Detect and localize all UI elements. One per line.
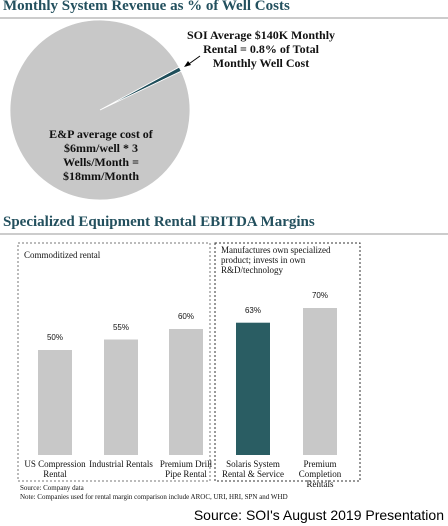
pie-slice bbox=[9, 19, 191, 201]
value-label: 50% bbox=[46, 333, 63, 342]
slice-annotation: E&P average cost of $6mm/well * 3 Wells/… bbox=[49, 127, 153, 183]
value-label: 70% bbox=[311, 291, 328, 300]
category-label: Solaris System Rental & Service bbox=[222, 459, 284, 479]
group-box bbox=[17, 242, 211, 482]
group-label: Manufactures own specialized product; in… bbox=[221, 245, 331, 275]
bar bbox=[236, 322, 270, 455]
category-label: US Compression Rental bbox=[24, 459, 86, 479]
value-label: 60% bbox=[177, 312, 194, 321]
bar bbox=[38, 350, 72, 455]
category-label: Industrial Rentals bbox=[89, 459, 153, 469]
group-box bbox=[214, 242, 361, 482]
value-label: 63% bbox=[244, 305, 261, 315]
chart-title: Monthly System Revenue as % of Well Cost… bbox=[3, 0, 290, 14]
bar bbox=[104, 339, 138, 455]
arrow-head bbox=[184, 61, 191, 67]
source: Source: SOI's August 2019 Presentation bbox=[193, 507, 444, 523]
chart-title: Specialized Equipment Rental EBITDA Marg… bbox=[3, 214, 315, 230]
category-label: Premium Completion Rentals bbox=[298, 459, 342, 489]
group-label: Commoditized rental bbox=[24, 250, 101, 260]
value-label: 55% bbox=[112, 322, 129, 332]
footnote: Source: Company data bbox=[20, 484, 84, 492]
slice-annotation: SOI Average $140K Monthly Rental = 0.8% … bbox=[186, 28, 336, 70]
footnote: Note: Companies used for rental margin c… bbox=[20, 493, 288, 501]
bar bbox=[169, 329, 203, 455]
bar bbox=[303, 308, 337, 455]
category-label: Premium Drill Pipe Rental bbox=[159, 459, 213, 479]
